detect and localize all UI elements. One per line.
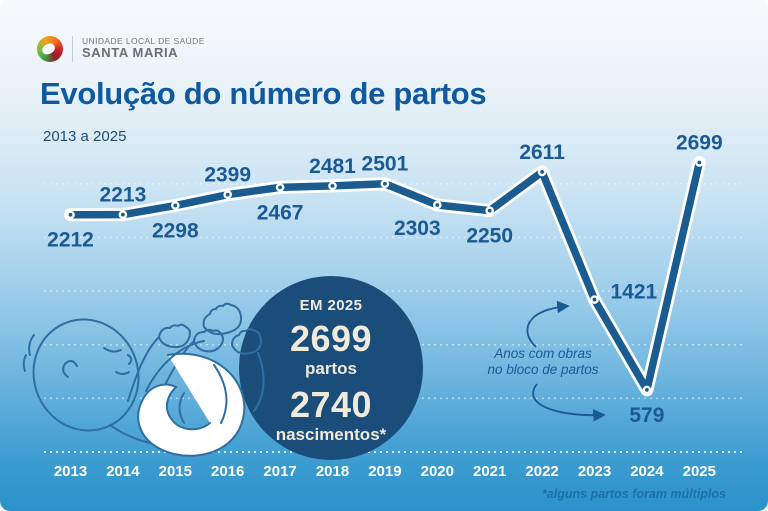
org-logo-icon	[37, 36, 63, 62]
annotation-arrows	[526, 300, 606, 422]
data-point-center	[68, 212, 73, 217]
data-point-center	[121, 212, 125, 217]
baby-illustration	[22, 302, 265, 457]
value-label: 2298	[152, 220, 199, 243]
data-point-center	[540, 170, 544, 174]
year-label: 2021	[473, 463, 506, 480]
value-label: 2699	[676, 132, 723, 155]
value-label: 1421	[611, 281, 658, 304]
org-logo: UNIDADE LOCAL DE SAÚDE SANTA MARIA	[37, 36, 205, 62]
org-name: UNIDADE LOCAL DE SAÚDE SANTA MARIA	[82, 35, 205, 62]
year-label: 2015	[159, 463, 192, 480]
data-point-center	[435, 203, 440, 207]
arrow-to-579-icon	[532, 383, 606, 422]
highlight-circle: EM 2025 2699 partos 2740 nascimentos*	[239, 276, 423, 460]
data-point-center	[278, 185, 282, 190]
value-label: 2501	[362, 153, 409, 176]
footnote: *alguns partos foram múltiplos	[541, 487, 726, 501]
annotation-line1: Anos com obras	[494, 346, 592, 361]
data-point-center	[383, 181, 387, 186]
year-label: 2018	[316, 463, 349, 480]
page-subtitle: 2013 a 2025	[43, 128, 127, 145]
value-label: 2611	[519, 141, 565, 164]
highlight-newborns-label: nascimentos*	[275, 425, 387, 444]
line-series	[64, 156, 706, 397]
year-label: 2020	[421, 463, 454, 480]
highlight-heading: EM 2025	[299, 297, 363, 314]
value-label: 2212	[47, 229, 94, 252]
page-title: Evolução do número de partos	[40, 76, 487, 111]
org-name-line2: SANTA MARIA	[82, 45, 179, 61]
logo-separator	[72, 36, 73, 62]
value-label: 2467	[257, 201, 304, 224]
year-label: 2025	[683, 463, 716, 480]
year-label: 2014	[106, 463, 140, 480]
x-axis-year-labels: 2013 2014 2015 2016 2017 2018 2019 2020 2021 2022…	[54, 463, 716, 480]
year-label: 2022	[525, 463, 558, 480]
org-name-line1: UNIDADE LOCAL DE SAÚDE	[82, 35, 205, 46]
value-label: 2250	[466, 225, 513, 248]
data-point-center	[592, 297, 597, 302]
year-label: 2017	[263, 463, 296, 480]
highlight-births-label: partos	[305, 359, 357, 378]
value-label: 2481	[309, 155, 356, 178]
data-point-center	[225, 192, 230, 197]
year-label: 2023	[578, 463, 611, 480]
data-point-center	[330, 183, 335, 188]
value-label: 579	[629, 404, 664, 427]
value-label: 2303	[394, 217, 441, 240]
data-point-center	[487, 208, 492, 213]
data-point-center	[645, 387, 649, 392]
year-label: 2016	[211, 463, 244, 480]
year-label: 2013	[54, 463, 87, 480]
value-label: 2213	[100, 184, 147, 207]
annotation-line2: no bloco de partos	[487, 362, 599, 378]
year-label: 2019	[368, 463, 401, 480]
data-point-center	[697, 160, 702, 165]
highlight-newborns-value: 2740	[289, 384, 373, 425]
construction-annotation: Anos com obras no bloco de partos	[462, 346, 624, 378]
value-label: 2399	[204, 164, 251, 187]
arrow-to-2023-icon	[526, 300, 570, 348]
year-label: 2024	[630, 463, 664, 480]
data-point-center	[173, 203, 178, 208]
highlight-births-value: 2699	[289, 318, 373, 359]
